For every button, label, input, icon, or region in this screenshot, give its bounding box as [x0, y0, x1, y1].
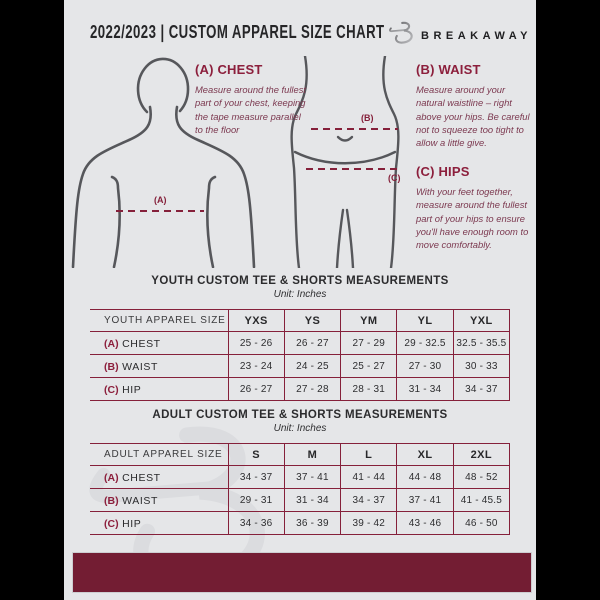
adult-table-unit: Unit: Inches — [273, 423, 327, 434]
header: 2022/2023 | CUSTOM APPAREL SIZE CHART — [64, 0, 536, 48]
measure-row-label: (A) CHEST — [90, 466, 228, 489]
table-row: (B) WAIST 29 - 31 31 - 34 34 - 37 37 - 41 41 … — [90, 488, 511, 512]
chest-measure-line — [116, 210, 204, 212]
size-chart-page: 2022/2023 | CUSTOM APPAREL SIZE CHART — [64, 0, 536, 600]
measurement-cell: 27 - 30 — [396, 354, 454, 378]
row-prefix: (A) — [104, 338, 119, 350]
measurement-cell: 32.5 - 35.5 — [452, 331, 511, 355]
chest-guide-body: Measure around the fullest part of your … — [195, 84, 307, 136]
table-row: (C) HIP 34 - 36 36 - 39 39 - 42 43 - 46 46 - … — [90, 511, 511, 535]
measurement-cell: 24 - 25 — [283, 354, 341, 378]
size-column-header: YM — [340, 309, 397, 332]
measure-row-label: (A) CHEST — [90, 332, 228, 355]
measurement-cell: 26 - 27 — [227, 377, 285, 401]
measurement-cell: 34 - 37 — [452, 377, 511, 401]
chest-marker: (A) — [154, 195, 167, 205]
measurement-cell: 41 - 44 — [340, 465, 397, 489]
row-label: HIP — [118, 518, 142, 530]
table-row: (A) CHEST 25 - 26 26 - 27 27 - 29 29 - 32.5 3… — [90, 331, 511, 355]
measurement-cell: 27 - 29 — [340, 331, 397, 355]
row-prefix: (C) — [104, 384, 119, 396]
measurement-cell: 46 - 50 — [452, 511, 511, 535]
measurement-cell: 31 - 34 — [396, 377, 454, 401]
measurement-cell: 25 - 27 — [340, 354, 397, 378]
size-column-header: S — [227, 443, 285, 466]
measurement-cell: 36 - 39 — [283, 511, 341, 535]
table-row: (A) CHEST 34 - 37 37 - 41 41 - 44 44 - 48 48 … — [90, 465, 511, 489]
row-label: HIP — [118, 384, 142, 396]
brand-name: BREAKAWAY — [421, 29, 532, 42]
measurement-cell: 37 - 41 — [283, 465, 341, 489]
row-prefix: (A) — [104, 472, 119, 484]
measurement-cell: 34 - 37 — [340, 488, 397, 512]
measurement-cell: 29 - 31 — [227, 488, 285, 512]
measure-row-label: (C) HIP — [90, 378, 228, 401]
measurement-cell: 37 - 41 — [396, 488, 454, 512]
apparel-size-column-header: YOUTH APPAREL SIZE — [104, 315, 226, 326]
waist-guide: (B) WAIST Measure around your natural wa… — [416, 62, 534, 150]
chest-guide-heading: (A) CHEST — [195, 62, 263, 77]
row-prefix: (C) — [104, 518, 119, 530]
youth-table-unit: Unit: Inches — [273, 289, 327, 300]
chest-guide: (A) CHEST Measure around the fullest par… — [195, 62, 307, 136]
waist-guide-body: Measure around your natural waistline – … — [416, 84, 530, 149]
measurement-cell: 29 - 32.5 — [396, 331, 454, 355]
waist-marker: (B) — [361, 113, 374, 123]
size-column-header: YXS — [227, 309, 285, 332]
page-title: 2022/2023 | CUSTOM APPAREL SIZE CHART — [90, 22, 385, 43]
waist-measure-line — [311, 128, 398, 130]
measurement-cell: 27 - 28 — [283, 377, 341, 401]
measurement-cell: 28 - 31 — [340, 377, 397, 401]
measure-row-label: (B) WAIST — [90, 355, 228, 378]
measurement-cell: 26 - 27 — [283, 331, 341, 355]
size-column-header: 2XL — [452, 443, 511, 466]
measurement-cell: 34 - 36 — [227, 511, 285, 535]
measurement-cell: 23 - 24 — [227, 354, 285, 378]
size-column-header: YL — [396, 309, 454, 332]
size-column-header: YS — [283, 309, 341, 332]
torso-figure — [70, 56, 258, 268]
measurement-cell: 43 - 46 — [396, 511, 454, 535]
measurement-cell: 39 - 42 — [340, 511, 397, 535]
measurement-cell: 31 - 34 — [283, 488, 341, 512]
row-label: WAIST — [118, 361, 158, 373]
measurement-cell: 34 - 37 — [227, 465, 285, 489]
row-label: CHEST — [118, 472, 161, 484]
row-prefix: (B) — [104, 495, 119, 507]
size-column-header: L — [340, 443, 397, 466]
brand-lockup: BREAKAWAY — [388, 20, 532, 51]
hips-measure-line — [306, 168, 402, 170]
size-column-header: M — [283, 443, 341, 466]
measurement-cell: 30 - 33 — [452, 354, 511, 378]
row-label: WAIST — [118, 495, 158, 507]
table-header-row: ADULT APPAREL SIZE S M L XL 2XL — [90, 443, 511, 466]
measurement-cell: 25 - 26 — [227, 331, 285, 355]
measure-row-label: (B) WAIST — [90, 489, 228, 512]
youth-table-title: YOUTH CUSTOM TEE & SHORTS MEASUREMENTS — [151, 275, 449, 287]
apparel-size-column-header: ADULT APPAREL SIZE — [104, 449, 223, 460]
lower-body-figure — [285, 56, 405, 268]
adult-size-table: ADULT APPAREL SIZE S M L XL 2XL (A) CHEST 34 - … — [90, 443, 511, 535]
youth-size-table: YOUTH APPAREL SIZE YXS YS YM YL YXL (A) CHEST 2… — [90, 309, 511, 401]
hips-guide-body: With your feet together, measure around … — [416, 186, 529, 251]
adult-table-title: ADULT CUSTOM TEE & SHORTS MEASUREMENTS — [152, 409, 448, 421]
measure-row-label: (C) HIP — [90, 512, 228, 535]
size-column-header: XL — [396, 443, 454, 466]
table-row: (C) HIP 26 - 27 27 - 28 28 - 31 31 - 34 34 - … — [90, 377, 511, 401]
table-row: (B) WAIST 23 - 24 24 - 25 25 - 27 27 - 30 30 … — [90, 354, 511, 378]
table-header-row: YOUTH APPAREL SIZE YXS YS YM YL YXL — [90, 309, 511, 332]
hips-guide-heading: (C) HIPS — [416, 164, 470, 179]
hips-guide: (C) HIPS With your feet together, measur… — [416, 164, 534, 252]
hips-marker: (C) — [388, 173, 401, 183]
row-prefix: (B) — [104, 361, 119, 373]
measurement-cell: 41 - 45.5 — [452, 488, 511, 512]
breakaway-b-logo-icon — [388, 20, 414, 51]
waist-guide-heading: (B) WAIST — [416, 62, 481, 77]
measurement-cell: 44 - 48 — [396, 465, 454, 489]
measurement-cell: 48 - 52 — [452, 465, 511, 489]
footer-bar — [73, 553, 531, 592]
size-column-header: YXL — [452, 309, 511, 332]
row-label: CHEST — [118, 338, 161, 350]
